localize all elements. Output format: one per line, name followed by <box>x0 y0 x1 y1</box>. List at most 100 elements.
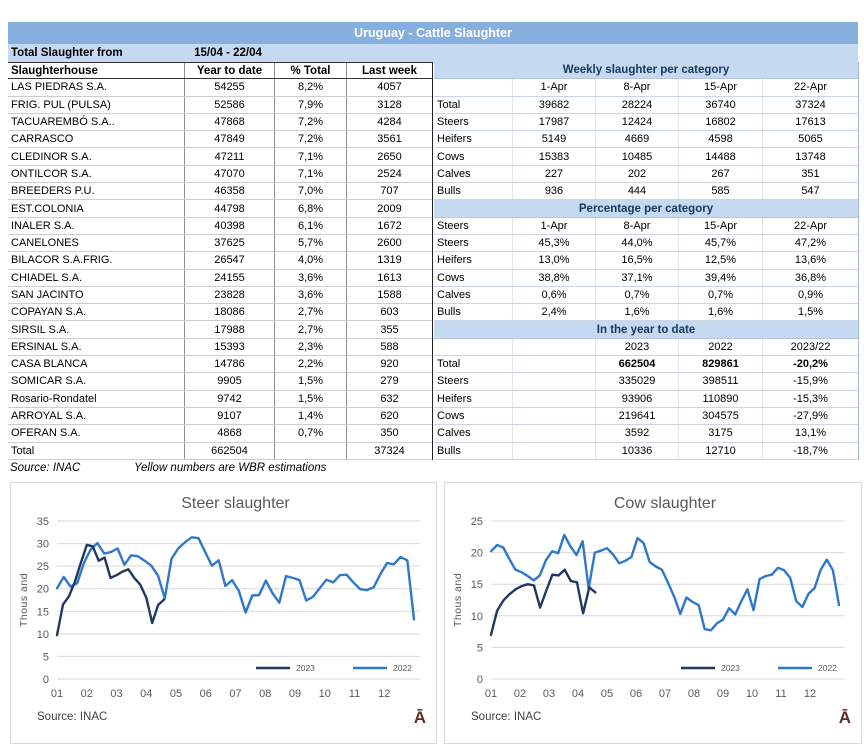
table-row: Steers 45,3% 44,0% 45,7% 47,2% <box>434 234 858 253</box>
cell-pct-total: 7,1% <box>275 165 347 183</box>
x-tick-label: 02 <box>81 688 93 700</box>
col-header-year-to-date: Year to date <box>185 63 275 79</box>
cell-slaughterhouse-name: FRIG. PUL (PULSA) <box>8 96 185 113</box>
column-header-cell: 2022 <box>678 338 762 356</box>
cell-pct-total: 2,7% <box>275 321 347 338</box>
col-header-slaughterhouse: Slaughterhouse <box>8 63 185 79</box>
section-title: In the year to date <box>596 323 696 336</box>
cell-year-to-date: 47868 <box>185 113 275 131</box>
column-header-cell: 2023 <box>595 338 678 356</box>
x-tick-label: 08 <box>259 688 271 700</box>
cell-value: 37,1% <box>595 269 678 286</box>
subtitle-row: Total Slaughter from 15/04 - 22/04 <box>8 44 858 62</box>
table-row: CANELONES 37625 5,7% 2600 <box>8 234 432 253</box>
cell-year-to-date: 4868 <box>185 425 275 442</box>
table-row: INALER S.A. 40398 6,1% 1672 <box>8 217 432 235</box>
section-header-row: In the year to date <box>434 321 858 339</box>
cell-value: 12424 <box>595 113 678 131</box>
x-tick-label: 10 <box>746 688 758 700</box>
cell-year-to-date: 9905 <box>185 373 275 390</box>
y-axis-title: Thous and <box>18 573 30 627</box>
chart-source-label: Source: INAC <box>471 711 541 723</box>
cell-value: -20,2% <box>762 356 858 373</box>
cell-value: 47,2% <box>762 234 858 252</box>
cell-category-label: Steers <box>437 116 469 129</box>
column-header-cell: 22-Apr <box>762 217 858 234</box>
x-tick-label: 09 <box>717 688 729 700</box>
cell-last-week: 350 <box>380 427 399 440</box>
cell-last-week: 2600 <box>377 237 402 250</box>
x-tick-label: 07 <box>229 688 241 700</box>
cell-value: 2,4% <box>512 304 595 321</box>
table-row: Calves 0,6% 0,7% 0,7% 0,9% <box>434 286 858 305</box>
col-header-last-week: Last week <box>362 64 417 77</box>
x-tick-label: 08 <box>688 688 700 700</box>
cell-last-week: 707 <box>380 185 399 198</box>
cell-value: 0,7% <box>595 286 678 304</box>
table-row: Rosario-Rondatel 9742 1,5% 632 <box>8 390 432 408</box>
cell-year-to-date: 9742 <box>185 390 275 407</box>
table-row: Steers 335029 398511 -15,9% <box>434 373 858 391</box>
cell-value: 335029 <box>595 373 678 390</box>
column-header-row: 1-Apr 8-Apr 15-Apr 22-Apr <box>434 79 858 97</box>
cell-value: 39682 <box>512 96 595 113</box>
cell-category-label: Cows <box>437 410 465 423</box>
cell-value: 13,0% <box>512 252 595 269</box>
cell-value: 38,8% <box>512 269 595 286</box>
category-tables: Weekly slaughter per category 1-Apr 8-Apr 1… <box>434 62 859 460</box>
cell-value: 547 <box>762 183 858 200</box>
cell-value: 93906 <box>595 390 678 407</box>
cell-pct-total: 7,2% <box>275 131 347 148</box>
table-row: Calves 227 202 267 351 <box>434 165 858 184</box>
cell-value: 936 <box>512 183 595 200</box>
slaughterhouse-table-body: LAS PIEDRAS S.A. 54255 8,2% 4057 FRIG. PUL (… <box>8 79 432 460</box>
cell-value: 15383 <box>512 148 595 165</box>
steer-slaughter-chart: Steer slaughter 0 5 10 15 20 25 30 35 Thous and 01… <box>10 482 437 744</box>
slaughterhouse-table: Slaughterhouse Year to date % Total Last… <box>8 62 433 460</box>
cell-year-to-date: 47849 <box>185 131 275 148</box>
estimation-note: Yellow numbers are WBR estimations <box>134 462 327 474</box>
cell-slaughterhouse-name: Total <box>8 442 185 459</box>
series-line-2023 <box>55 543 166 637</box>
cell-value: 14488 <box>678 148 762 165</box>
cell-last-week: 620 <box>380 410 399 423</box>
cell-value <box>512 425 595 442</box>
cell-category-label: Bulls <box>437 185 461 198</box>
cell-year-to-date: 54255 <box>185 79 275 96</box>
column-header-cell <box>434 79 512 95</box>
table-row: EST.COLONIA 44798 6,8% 2009 <box>8 200 432 218</box>
cell-value: 5065 <box>762 131 858 148</box>
column-header-cell: 8-Apr <box>595 217 678 234</box>
table-row: COPAYAN S.A. 18086 2,7% 603 <box>8 304 432 322</box>
table-row: BREEDERS P.U. 46358 7,0% 707 <box>8 183 432 201</box>
cell-category-label: Total <box>437 98 461 111</box>
y-tick-label: 25 <box>37 561 49 573</box>
table-row: Cows 219641 304575 -27,9% <box>434 407 858 426</box>
cell-pct-total: 5,7% <box>275 234 347 252</box>
cell-category-label: Cows <box>437 150 465 163</box>
legend-label-2022: 2022 <box>393 663 412 673</box>
cell-year-to-date: 17988 <box>185 321 275 338</box>
cell-pct-total <box>275 442 347 459</box>
cell-value: 16,5% <box>595 252 678 269</box>
table-row: ARROYAL S.A. 9107 1,4% 620 <box>8 407 432 426</box>
cell-pct-total: 4,0% <box>275 252 347 269</box>
column-header-row: 2023 2022 2023/22 <box>434 338 858 357</box>
cell-value: 202 <box>595 165 678 183</box>
y-tick-label: 0 <box>43 674 49 686</box>
cell-pct-total: 2,7% <box>275 304 347 321</box>
cell-pct-total: 8,2% <box>275 79 347 96</box>
cell-value: 1,6% <box>595 304 678 321</box>
table-row: LAS PIEDRAS S.A. 54255 8,2% 4057 <box>8 79 432 97</box>
cell-slaughterhouse-name: SAN JACINTO <box>8 286 185 304</box>
legend-label-2022: 2022 <box>818 663 837 673</box>
table-row: Cows 38,8% 37,1% 39,4% 36,8% <box>434 269 858 287</box>
page-title: Uruguay - Cattle Slaughter <box>354 26 512 40</box>
x-tick-label: 12 <box>378 688 390 700</box>
table-row: CHIADEL S.A. 24155 3,6% 1613 <box>8 269 432 287</box>
cell-category-label: Calves <box>437 427 471 440</box>
column-header-cell: 1-Apr <box>512 79 595 96</box>
cell-last-week: 1672 <box>377 219 402 232</box>
table-row: SAN JACINTO 23828 3,6% 1588 <box>8 286 432 305</box>
